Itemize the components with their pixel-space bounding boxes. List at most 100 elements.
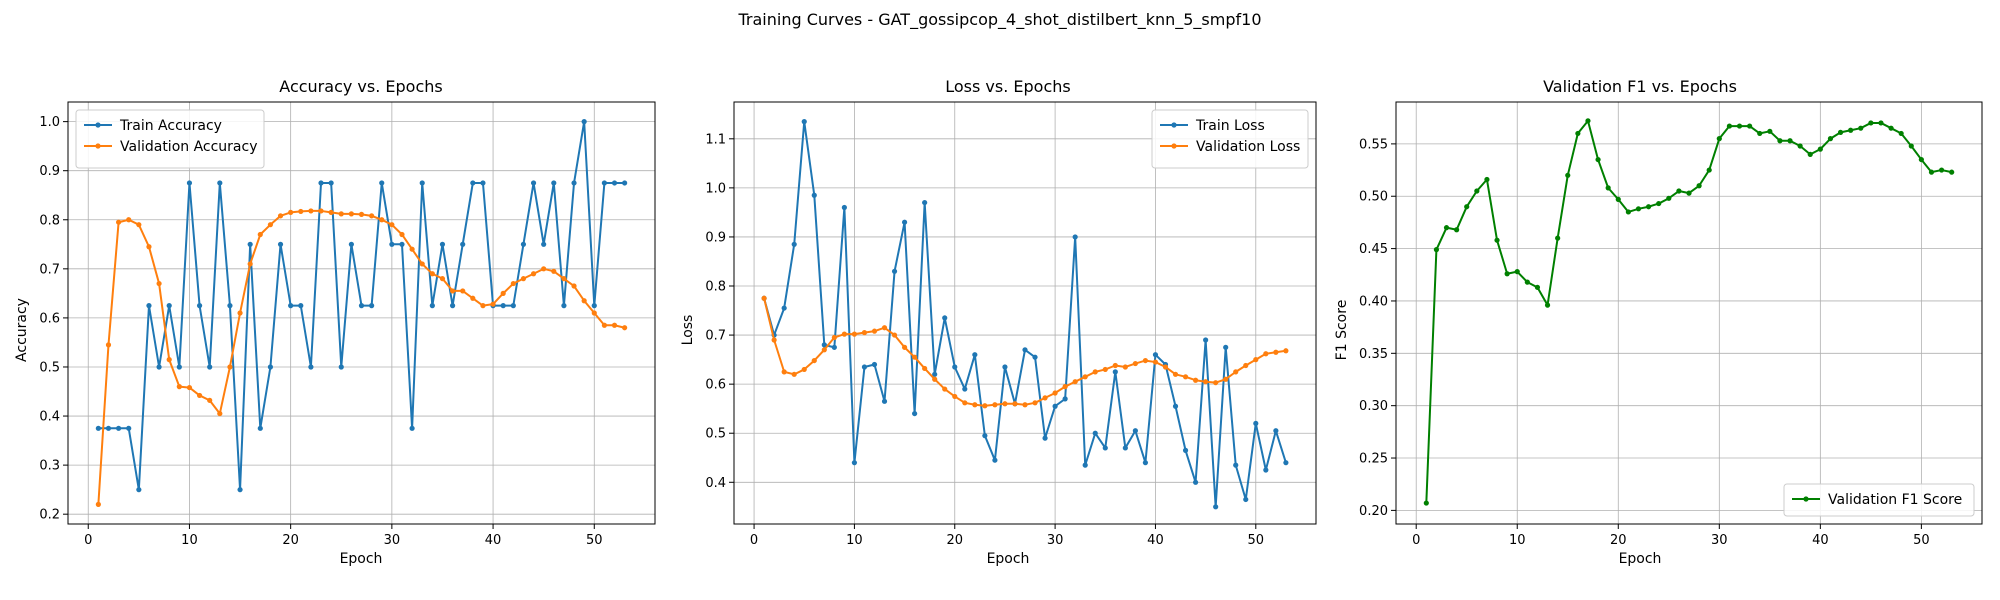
- train-accuracy-point: [308, 364, 314, 370]
- validation-f1-score-point: [1423, 500, 1429, 506]
- validation-loss-point: [1152, 359, 1159, 365]
- validation-f1-score-point: [1736, 123, 1743, 129]
- validation-loss-point: [1082, 374, 1088, 380]
- loss-xtick-label: 20: [946, 533, 963, 548]
- train-loss-point: [821, 342, 827, 348]
- validation-f1-score-point: [1918, 156, 1924, 163]
- validation-f1-score-point: [1635, 206, 1642, 212]
- train-loss-point: [1263, 467, 1269, 473]
- validation-accuracy-point: [470, 295, 476, 301]
- loss-xtick-label: 10: [846, 533, 863, 548]
- validation-f1-score-point: [1625, 209, 1631, 215]
- validation-accuracy-legend-label: Validation Accuracy: [120, 139, 258, 155]
- loss-ytick-label: 0.5: [705, 427, 726, 442]
- train-accuracy-point: [95, 425, 101, 431]
- validation-loss-point: [1142, 357, 1149, 364]
- train-loss-point: [1203, 337, 1209, 343]
- validation-f1-score-point: [1837, 129, 1844, 135]
- validation-accuracy-point: [601, 322, 607, 328]
- validation-loss-point: [932, 376, 938, 382]
- train-loss-point: [891, 268, 898, 274]
- validation-f1-score-point: [1848, 127, 1854, 133]
- train-accuracy-point: [105, 425, 112, 431]
- train-loss-point: [781, 305, 787, 311]
- accuracy-chart-xlabel: Epoch: [340, 551, 383, 567]
- train-loss-point: [861, 364, 868, 370]
- validation-loss-point: [912, 354, 918, 360]
- validation-loss-point: [1062, 384, 1068, 390]
- accuracy-ytick-label: 1.0: [39, 115, 60, 130]
- validation-accuracy-point: [510, 280, 516, 287]
- f1-xtick-label: 50: [1913, 533, 1930, 548]
- train-accuracy-point: [389, 241, 395, 247]
- validation-loss-point: [791, 371, 797, 377]
- validation-accuracy-point: [399, 231, 405, 238]
- validation-f1-score-point: [1494, 237, 1500, 243]
- validation-accuracy-point: [581, 298, 587, 304]
- loss-chart-xlabel: Epoch: [987, 551, 1030, 567]
- train-accuracy-point: [288, 303, 294, 309]
- validation-accuracy-point: [196, 392, 203, 399]
- validation-accuracy-point: [379, 217, 385, 223]
- validation-loss-legend-label: Validation Loss: [1196, 139, 1300, 155]
- f1-xtick-label: 40: [1812, 533, 1829, 548]
- validation-accuracy-point: [561, 276, 567, 282]
- validation-loss-point: [761, 295, 767, 301]
- validation-f1-score-point: [1484, 176, 1490, 183]
- train-loss-point: [831, 344, 837, 350]
- train-accuracy-legend-label: Train Accuracy: [119, 118, 222, 134]
- accuracy-ytick-label: 0.4: [39, 410, 60, 425]
- validation-accuracy-point: [186, 384, 193, 391]
- validation-loss-point: [982, 403, 988, 409]
- train-accuracy-point: [530, 180, 537, 186]
- f1-xtick-label: 0: [1412, 533, 1420, 548]
- validation-accuracy-point: [156, 280, 162, 287]
- train-loss-point: [801, 119, 807, 125]
- f1-ytick-label: 0.50: [1359, 190, 1388, 205]
- accuracy-ytick-label: 0.5: [39, 360, 60, 375]
- accuracy-ytick-label: 0.8: [39, 213, 60, 228]
- validation-accuracy-point: [611, 322, 618, 328]
- train-loss-point: [1082, 462, 1088, 468]
- validation-loss-point: [1213, 380, 1219, 386]
- validation-loss-point: [1223, 376, 1229, 382]
- validation-loss-point: [871, 328, 878, 334]
- validation-accuracy-point: [429, 271, 435, 277]
- accuracy-ytick-label: 0.2: [39, 508, 60, 523]
- validation-f1-score-point: [1827, 136, 1834, 142]
- accuracy-xtick-label: 40: [485, 533, 502, 548]
- validation-loss-point: [901, 344, 908, 350]
- loss-plot-frame: [733, 101, 1317, 525]
- validation-loss-point: [1192, 377, 1199, 383]
- validation-accuracy-point: [480, 303, 486, 309]
- accuracy-legend: Train Accuracy Validation Accuracy: [75, 109, 265, 169]
- train-loss-point: [1052, 403, 1058, 409]
- train-accuracy-point: [348, 241, 354, 247]
- validation-loss-point: [801, 366, 807, 373]
- loss-chart-panel: Loss vs. Epochs Epoch Loss 0 10 20 30 40 50 0.…: [680, 77, 1317, 567]
- train-loss-point: [1172, 403, 1179, 409]
- validation-accuracy-point: [308, 208, 314, 214]
- validation-accuracy-point: [490, 301, 496, 307]
- accuracy-xtick-label: 0: [84, 533, 92, 548]
- validation-loss-point: [1263, 351, 1269, 357]
- train-loss-legend-marker: [1171, 122, 1177, 128]
- validation-loss-point: [771, 337, 777, 343]
- validation-f1-score-point: [1868, 120, 1874, 126]
- validation-accuracy-point: [318, 208, 324, 214]
- validation-accuracy-point: [530, 271, 537, 277]
- train-accuracy-point: [622, 180, 628, 186]
- validation-accuracy-point: [176, 384, 182, 390]
- validation-loss-point: [1012, 401, 1018, 407]
- train-loss-point: [871, 361, 878, 368]
- validation-f1-score-point: [1716, 136, 1722, 142]
- accuracy-plot-frame: [67, 101, 656, 525]
- validation-accuracy-point: [358, 211, 365, 217]
- validation-accuracy-point: [439, 276, 446, 282]
- f1-ytick-label: 0.30: [1359, 399, 1388, 414]
- train-accuracy-point: [480, 180, 486, 186]
- train-accuracy-point: [520, 241, 527, 247]
- validation-accuracy-point: [551, 268, 557, 274]
- train-accuracy-point: [399, 241, 405, 247]
